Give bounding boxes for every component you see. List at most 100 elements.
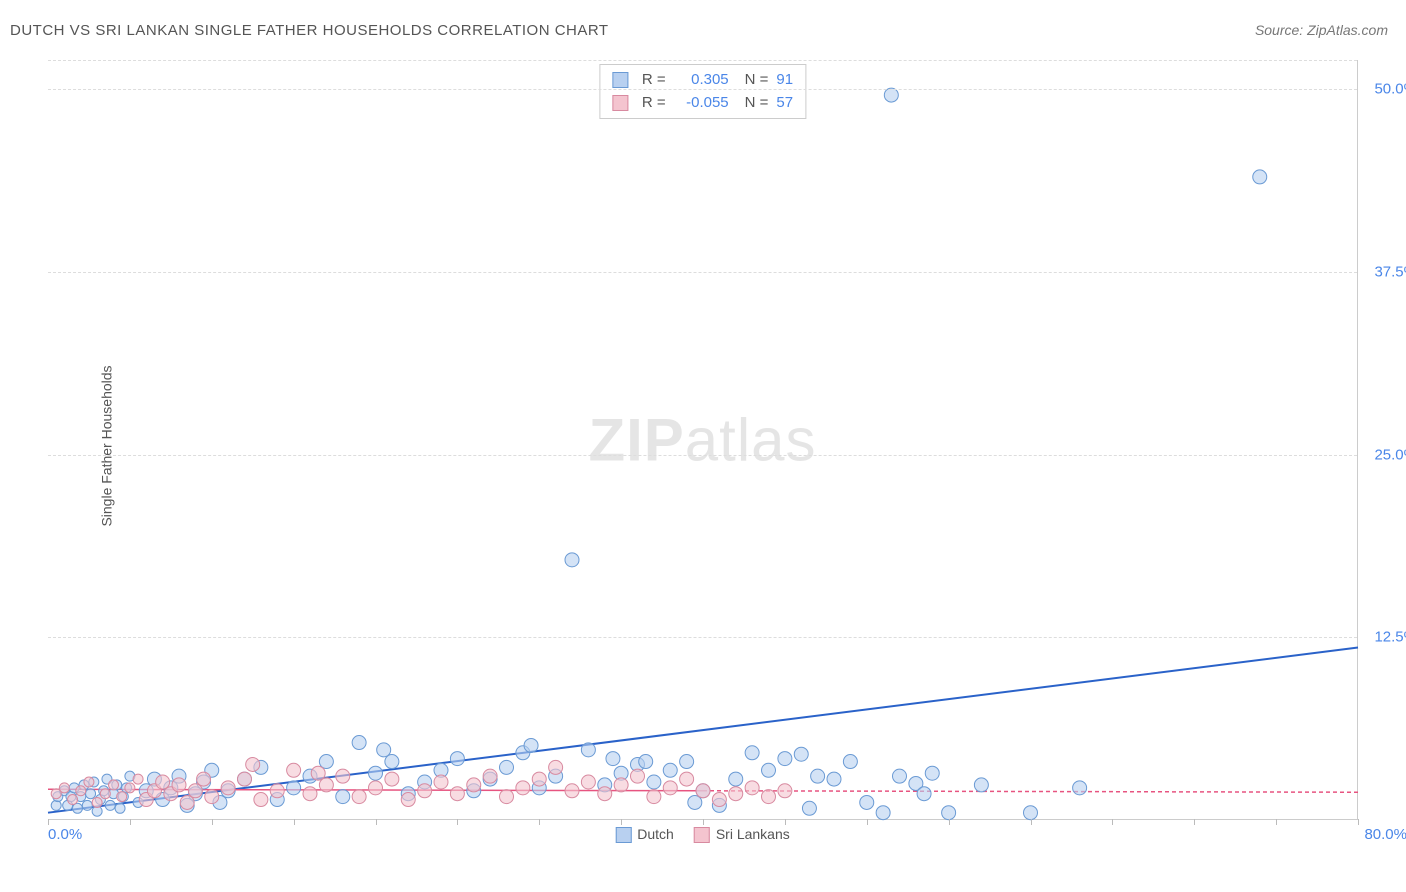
x-tick (48, 819, 49, 825)
data-point (172, 778, 186, 792)
x-tick (376, 819, 377, 825)
data-point (205, 790, 219, 804)
data-point (109, 780, 119, 790)
data-point (581, 775, 595, 789)
data-point (827, 772, 841, 786)
data-point (450, 752, 464, 766)
chart-title: DUTCH VS SRI LANKAN SINGLE FATHER HOUSEH… (10, 22, 609, 39)
data-point (745, 746, 759, 760)
stats-row-dutch: R = 0.305 N = 91 (612, 69, 793, 92)
data-point (246, 757, 260, 771)
data-point (287, 781, 301, 795)
data-point (434, 775, 448, 789)
stats-swatch-dutch (612, 72, 628, 88)
x-tick (949, 819, 950, 825)
legend-item-dutch: Dutch (615, 826, 674, 843)
stats-row-srilankan: R = -0.055 N = 57 (612, 92, 793, 115)
data-point (778, 784, 792, 798)
data-point (762, 763, 776, 777)
data-point (319, 778, 333, 792)
x-tick (1194, 819, 1195, 825)
data-point (680, 755, 694, 769)
r-label: R = (642, 92, 666, 115)
plot-area: ZIPatlas R = 0.305 N = 91 R = -0.055 N =… (48, 60, 1358, 820)
gridline (48, 637, 1357, 638)
data-point (1024, 806, 1038, 820)
data-point (524, 738, 538, 752)
data-point (942, 806, 956, 820)
data-point (565, 553, 579, 567)
data-point (311, 766, 325, 780)
data-point (1073, 781, 1087, 795)
data-point (680, 772, 694, 786)
x-tick (1031, 819, 1032, 825)
data-point (51, 800, 61, 810)
data-point (688, 795, 702, 809)
data-point (614, 778, 628, 792)
x-tick (1276, 819, 1277, 825)
data-point (59, 783, 69, 793)
gridline (48, 89, 1357, 90)
data-point (647, 775, 661, 789)
data-point (418, 784, 432, 798)
stats-box: R = 0.305 N = 91 R = -0.055 N = 57 (599, 64, 806, 119)
data-point (287, 763, 301, 777)
stats-swatch-srilankan (612, 95, 628, 111)
chart-svg (48, 60, 1357, 819)
x-tick (867, 819, 868, 825)
data-point (811, 769, 825, 783)
data-point (319, 755, 333, 769)
data-point (876, 806, 890, 820)
data-point (516, 781, 530, 795)
data-point (336, 790, 350, 804)
x-axis-min-label: 0.0% (48, 826, 82, 843)
data-point (581, 743, 595, 757)
data-point (549, 760, 563, 774)
data-point (917, 787, 931, 801)
data-point (105, 800, 115, 810)
x-tick (785, 819, 786, 825)
data-point (221, 781, 235, 795)
data-point (467, 778, 481, 792)
data-point (100, 789, 110, 799)
data-point (639, 755, 653, 769)
data-point (197, 772, 211, 786)
data-point (352, 736, 366, 750)
data-point (117, 792, 127, 802)
data-point (156, 775, 170, 789)
legend-item-srilankan: Sri Lankans (694, 826, 790, 843)
bottom-legend: Dutch Sri Lankans (615, 826, 790, 843)
n-label: N = (745, 69, 769, 92)
data-point (893, 769, 907, 783)
data-point (729, 787, 743, 801)
gridline (48, 60, 1357, 61)
legend-swatch-srilankan (694, 827, 710, 843)
data-point (925, 766, 939, 780)
r-value-dutch: 0.305 (674, 69, 729, 92)
data-point (802, 801, 816, 815)
data-point (84, 777, 94, 787)
data-point (385, 772, 399, 786)
n-value-srilankan: 57 (776, 92, 793, 115)
data-point (188, 784, 202, 798)
data-point (647, 790, 661, 804)
data-point (254, 793, 268, 807)
legend-label-srilankan: Sri Lankans (716, 826, 790, 842)
data-point (843, 755, 857, 769)
y-tick-label: 12.5% (1374, 629, 1406, 646)
data-point (696, 784, 710, 798)
data-point (180, 795, 194, 809)
x-tick (1112, 819, 1113, 825)
data-point (377, 743, 391, 757)
data-point (974, 778, 988, 792)
data-point (631, 769, 645, 783)
x-tick (294, 819, 295, 825)
data-point (663, 781, 677, 795)
gridline (48, 455, 1357, 456)
data-point (483, 769, 497, 783)
n-label: N = (745, 92, 769, 115)
data-point (76, 786, 86, 796)
y-tick-label: 25.0% (1374, 446, 1406, 463)
data-point (598, 787, 612, 801)
data-point (729, 772, 743, 786)
